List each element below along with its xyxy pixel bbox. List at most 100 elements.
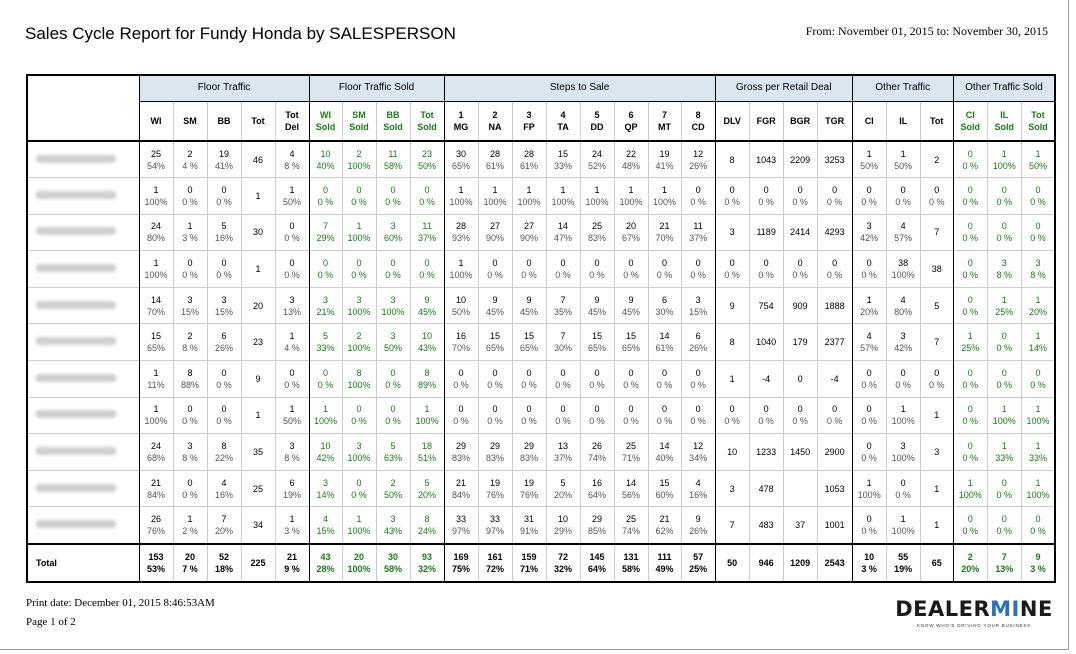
cell-bb: 7 20% [206,506,241,544]
cell-il: 55 19% [885,542,921,582]
cell-wi: 1 100% [138,396,173,434]
cell-tot: 9 [240,360,275,398]
cell-bgr: 2414 [782,213,818,251]
redacted-name-blur [36,519,116,528]
cell-6-qp: 131 58% [613,542,649,582]
cell-wi: 1 100% [138,177,173,215]
cell-il-sold: 1 33% [986,433,1022,471]
cell-tot: 3 [919,433,954,471]
redacted-name-blur [36,227,116,236]
cell-tot-sold: 23 50% [409,140,445,178]
cell-5-dd: 1 100% [579,177,615,215]
cell-ci: 3 42% [851,213,887,251]
cell-tgr: 1888 [816,286,853,324]
redacted-name-blur [36,300,116,309]
cell-dlv: 7 [714,506,750,544]
table-row: 25 54% 2 4 % 19 41% 46 4 8 % 10 40% 2 100% 11 58% 23 50%… [27,140,1056,178]
cell-tot-sold: 11 37% [409,213,445,251]
cell-4-ta: 72 32% [545,542,581,582]
cell-sm-sold: 3 100% [341,433,377,471]
cell-tot: 1 [919,506,954,544]
column-header: 4 TA [545,101,581,142]
group-header: Steps to Sale [443,75,716,102]
page-number: Page 1 of 2 [26,616,76,628]
cell-wi-sold: 43 28% [308,542,343,582]
cell-wi: 21 84% [138,469,173,507]
salesperson-name-redacted [27,286,140,324]
cell-tot-del: 6 19% [274,469,310,507]
cell-tot-del: 1 50% [274,396,310,434]
cell-tgr: 1053 [816,469,853,507]
table-row: 1 100% 0 0 % 0 0 % 1 1 50% 1 100% 0 0 % 0 0 % 1 100% 0 0 %… [27,396,1056,434]
logo-wordmark: DEALERMINE [895,597,1053,621]
cell-3-fp: 28 61% [511,140,547,178]
group-header-blank [27,75,140,101]
sales-cycle-table: Floor Traffic Floor Traffic Sold Steps to … [26,74,1057,583]
cell-tot-del: 3 13% [274,286,310,324]
column-header: BB Sold [375,101,411,142]
cell-7-mt: 21 70% [647,213,682,251]
cell-wi: 153 53% [138,542,173,582]
cell-3-fp: 19 76% [511,469,547,507]
cell-bb: 6 26% [206,323,241,361]
cell-sm-sold: 8 100% [341,360,377,398]
cell-sm-sold: 20 100% [341,542,377,582]
cell-tot: 1 [240,250,275,288]
cell-bgr: 1450 [782,433,818,471]
cell-6-qp: 14 56% [613,469,649,507]
cell-dlv: 8 [714,140,750,178]
cell-tot-sold: 18 51% [409,433,445,471]
cell-6-qp: 22 48% [613,140,649,178]
cell-5-dd: 26 74% [579,433,615,471]
cell-4-ta: 5 20% [545,469,581,507]
salesperson-name-redacted [27,323,140,361]
cell-il: 3 42% [885,323,921,361]
cell-dlv: 9 [714,286,750,324]
cell-dlv: 1 [714,360,750,398]
cell-bb: 8 22% [206,433,241,471]
cell-il: 38 100% [885,250,921,288]
table-row: 14 70% 3 15% 3 15% 20 3 13% 3 21% 3 100% 3 100% 9 45% 10 5… [27,286,1056,324]
cell-bgr [782,469,818,507]
salesperson-name-redacted [27,213,140,251]
cell-tot: 1 [919,396,954,434]
cell-8-cd: 3 15% [680,286,716,324]
cell-7-mt: 14 40% [647,433,682,471]
cell-sm-sold: 2 100% [341,323,377,361]
cell-tot-del: 21 9 % [274,542,310,582]
table-row: 1 100% 0 0 % 0 0 % 1 1 50% 0 0 % 0 0 % 0 0 % 0 0 % 1 100% 1… [27,177,1056,215]
cell-3-fp: 31 91% [511,506,547,544]
cell-dlv: 10 [714,433,750,471]
cell-tot: 20 [240,286,275,324]
column-header: 3 FP [511,101,547,142]
cell-7-mt: 111 49% [647,542,682,582]
cell-tot: 46 [240,140,275,178]
cell-1-mg: 10 50% [443,286,479,324]
cell-ci: 4 57% [851,323,887,361]
cell-tgr: 2377 [816,323,853,361]
salesperson-name-redacted [27,433,140,471]
cell-dlv: 50 [714,542,750,582]
cell-ci-sold: 1 100% [952,469,988,507]
